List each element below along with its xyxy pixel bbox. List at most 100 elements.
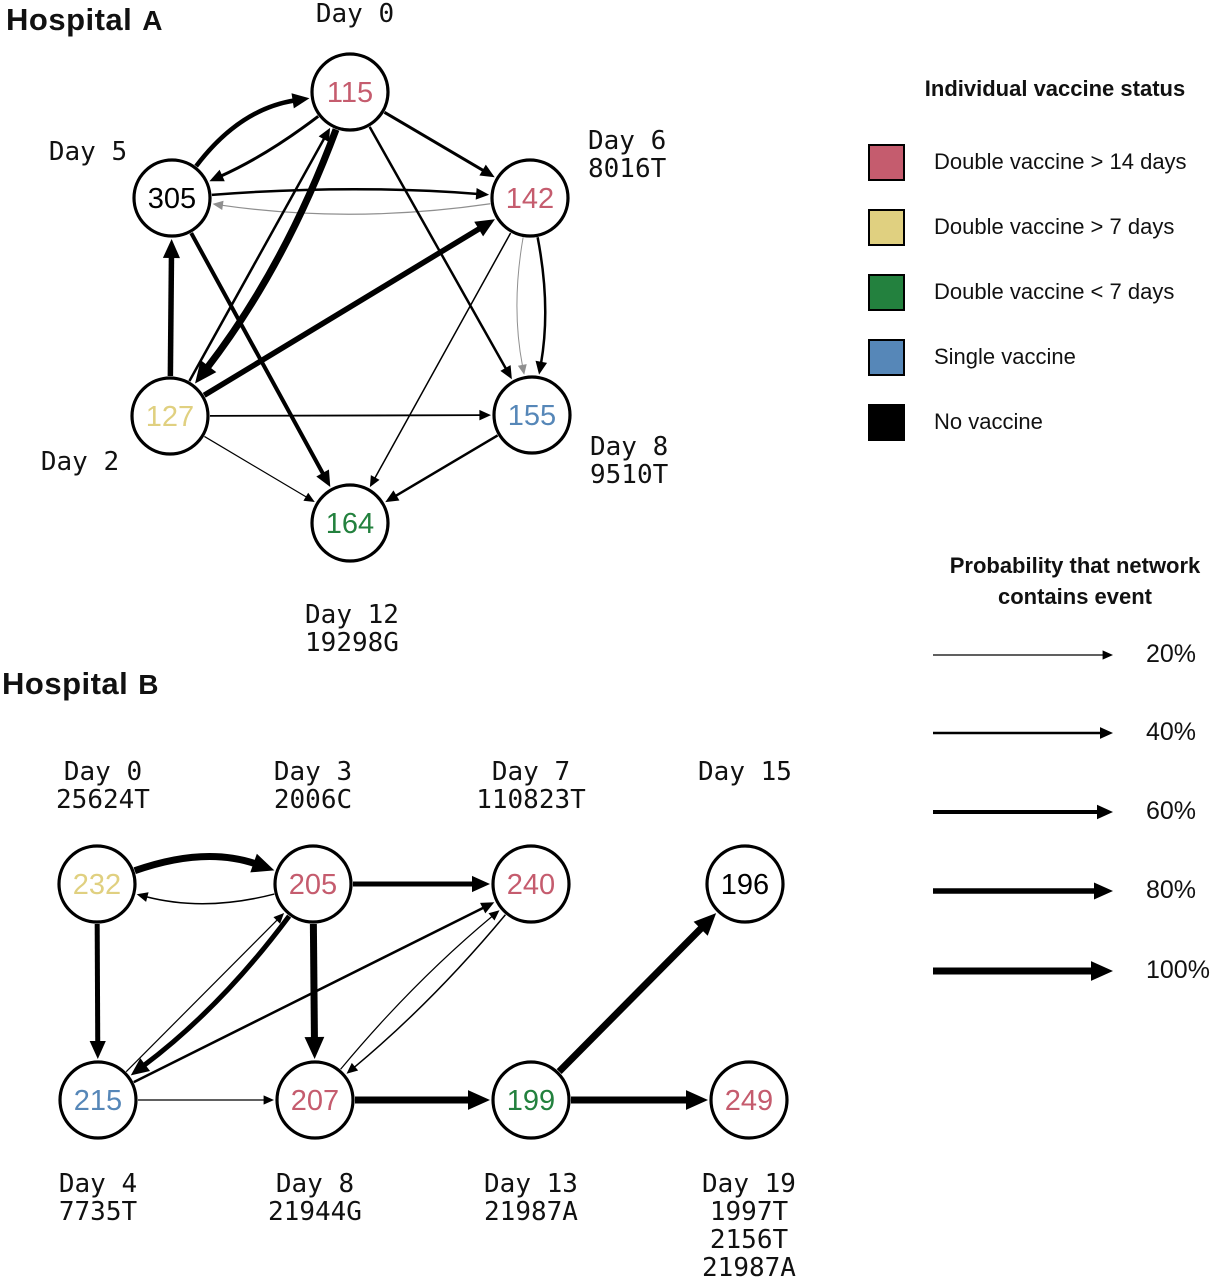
edge-a-142-155 xyxy=(516,237,524,367)
day-label-127-0: Day 2 xyxy=(41,447,119,477)
hospital-a-title-word: Hospital xyxy=(6,2,133,37)
probability-arrow-20%-arrowhead xyxy=(1102,650,1113,660)
edge-b-232-215-arrowhead xyxy=(89,1040,106,1060)
edge-b-232-215 xyxy=(94,923,101,1044)
node-label-240: 240 xyxy=(507,869,555,901)
vaccine-legend-row: Double vaccine < 7 days xyxy=(868,273,1174,311)
edge-a-305-142 xyxy=(211,187,479,197)
node-label-199: 199 xyxy=(507,1085,555,1117)
vaccine-legend-row: No vaccine xyxy=(868,403,1043,441)
vaccine-label: Double vaccine < 7 days xyxy=(934,279,1175,304)
edge-a-142-155-arrowhead xyxy=(517,364,527,375)
edge-b-207-240 xyxy=(340,915,494,1070)
edge-a-142-164-arrowhead xyxy=(369,475,380,488)
hospital-b-panel-letter: B xyxy=(138,669,159,700)
edge-a-305-164 xyxy=(189,232,326,477)
node-305 xyxy=(132,158,212,238)
edge-a-155-164-arrowhead xyxy=(385,490,400,503)
node-label-142: 142 xyxy=(506,183,554,215)
day-label-205-0: Day 3 xyxy=(274,757,352,787)
vaccine-swatch-single xyxy=(868,338,905,376)
node-label-232: 232 xyxy=(73,869,121,901)
day-label-240-1: 110823T xyxy=(476,785,586,815)
probability-label-60: 60% xyxy=(1146,797,1197,825)
edge-a-127-115-arrowhead xyxy=(318,127,331,143)
edge-a-142-155 xyxy=(536,237,547,364)
edge-a-127-155 xyxy=(209,414,482,417)
node-label-215: 215 xyxy=(74,1085,122,1117)
probability-legend-title: Probability that network contains event xyxy=(925,550,1225,612)
edge-b-205-240-arrowhead xyxy=(472,875,490,893)
day-label-115-0: Day 0 xyxy=(316,0,394,29)
edge-b-207-240-arrowhead xyxy=(488,910,500,921)
hospital-b-title: Hospital B xyxy=(2,666,159,702)
probability-arrow-60%-arrowhead xyxy=(1097,804,1113,820)
edge-b-240-207 xyxy=(353,914,506,1069)
edge-b-205-215-arrowhead xyxy=(130,1058,151,1076)
edge-a-127-115 xyxy=(188,136,326,382)
day-label-249-0: Day 19 xyxy=(702,1169,796,1199)
edge-a-305-164-arrowhead xyxy=(316,469,331,488)
edge-b-199-196 xyxy=(556,923,706,1075)
edge-a-127-155-arrowhead xyxy=(479,409,492,421)
edge-b-205-207-arrowhead xyxy=(304,1036,325,1060)
hospital-b-title-word: Hospital xyxy=(2,666,129,701)
edge-b-205-207 xyxy=(309,923,318,1041)
node-155 xyxy=(492,375,572,455)
edge-b-205-232 xyxy=(145,893,275,905)
edge-a-115-127 xyxy=(203,128,340,371)
day-label-155-0: Day 8 xyxy=(590,432,668,462)
edge-b-207-199-arrowhead xyxy=(468,1090,490,1110)
edge-a-115-142-arrowhead xyxy=(479,164,495,178)
edge-a-115-305-arrowhead xyxy=(209,169,225,182)
day-label-207-0: Day 8 xyxy=(276,1169,354,1199)
node-label-196: 196 xyxy=(721,869,769,901)
probability-label-80: 80% xyxy=(1146,876,1197,904)
day-label-232-0: Day 0 xyxy=(64,757,142,787)
edge-b-232-205-arrowhead xyxy=(250,853,275,873)
probability-label-40: 40% xyxy=(1146,718,1197,746)
node-232 xyxy=(57,844,137,924)
day-label-232-1: 25624T xyxy=(56,785,150,815)
vaccine-label: Double vaccine > 14 days xyxy=(934,149,1187,174)
day-label-142-0: Day 6 xyxy=(588,126,666,156)
vaccine-swatch-double-lt7 xyxy=(868,273,905,311)
day-label-205-1: 2006C xyxy=(274,785,352,815)
edge-a-115-305 xyxy=(219,115,320,178)
node-label-305: 305 xyxy=(148,183,196,215)
day-label-240-0: Day 7 xyxy=(492,757,570,787)
node-115 xyxy=(310,52,390,132)
vaccine-label: Single vaccine xyxy=(934,344,1076,369)
edge-a-127-305 xyxy=(167,255,175,377)
vaccine-swatch-double-gt7 xyxy=(868,208,905,246)
vaccine-legend-row: Double vaccine > 7 days xyxy=(868,208,1174,246)
edge-a-155-164 xyxy=(394,434,499,498)
vaccine-label: Double vaccine > 7 days xyxy=(934,214,1175,239)
edge-a-127-164 xyxy=(204,435,308,499)
vaccine-legend-title: Individual vaccine status xyxy=(924,76,1186,101)
day-label-196-0: Day 15 xyxy=(698,757,792,787)
edge-b-215-240 xyxy=(133,906,485,1084)
edge-b-199-249-arrowhead xyxy=(686,1090,708,1110)
node-164 xyxy=(310,483,390,563)
node-label-205: 205 xyxy=(289,869,337,901)
edge-b-205-215 xyxy=(141,914,292,1069)
edge-a-127-142-arrowhead xyxy=(474,219,495,237)
node-label-164: 164 xyxy=(326,508,374,540)
hospital-a-title: Hospital A xyxy=(6,2,163,38)
probability-arrow-40%-arrowhead xyxy=(1100,727,1113,739)
edge-a-305-115 xyxy=(194,98,296,168)
node-142 xyxy=(490,158,570,238)
node-205 xyxy=(273,844,353,924)
edge-a-142-305 xyxy=(221,203,491,215)
day-label-249-1: 1997T xyxy=(710,1197,789,1227)
day-label-215-0: Day 4 xyxy=(59,1169,137,1199)
node-249 xyxy=(709,1060,789,1140)
day-label-155-1: 9510T xyxy=(590,460,669,490)
vaccine-swatch-double-gt14 xyxy=(868,143,905,181)
probability-legend-title-line1: Probability that network xyxy=(949,553,1201,578)
edge-b-215-205-arrowhead xyxy=(273,913,285,924)
edge-a-115-142 xyxy=(383,111,486,173)
edge-a-115-155-arrowhead xyxy=(500,365,512,380)
node-240 xyxy=(491,844,571,924)
